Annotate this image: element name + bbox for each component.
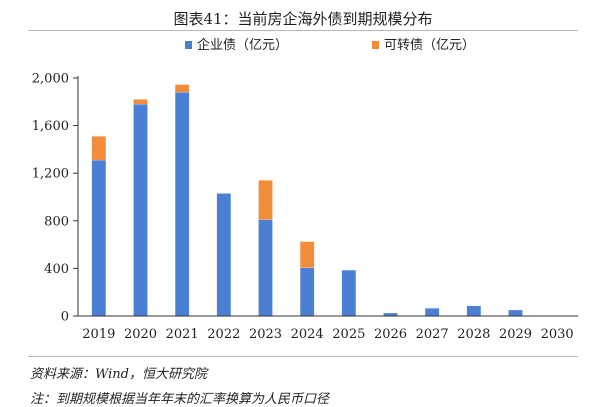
x-axis: 2019 2020 2021 2022 2023 2024 2025 2026 2027 2028… <box>78 315 578 342</box>
x-tick-label: 2021 <box>166 327 199 342</box>
x-tick-label: 2026 <box>374 327 407 342</box>
y-axis: 0 400 800 1,200 1,600 2,000 <box>32 72 79 325</box>
bar-convertible-bond-2024 <box>299 241 315 269</box>
y-tick-label: 400 <box>44 262 69 277</box>
x-tick-label: 2028 <box>457 327 490 342</box>
y-tick-label: 2,000 <box>32 72 69 87</box>
x-tick-label: 2019 <box>82 327 115 342</box>
bar-convertible-bond-2021 <box>174 84 190 93</box>
legend-swatch-2 <box>372 41 379 49</box>
legend-label-2: 可转债（亿元） <box>384 38 475 53</box>
bar-corporate-bond-2029 <box>508 309 523 317</box>
source-divider <box>28 356 578 357</box>
y-tick-label: 800 <box>44 214 69 229</box>
bar-corporate-bond-2021 <box>174 92 190 317</box>
bar-convertible-bond-2020 <box>133 99 148 105</box>
y-tick-label: 1,600 <box>32 119 69 134</box>
x-tick-label: 2025 <box>332 327 365 342</box>
bar-corporate-bond-2028 <box>466 305 482 317</box>
bar-corporate-bond-2025 <box>341 269 357 317</box>
legend-label-1: 企业债（亿元） <box>197 37 288 53</box>
source-text: 资料来源：Wind，恒大研究院 <box>30 367 207 382</box>
bar-corporate-bond-2019 <box>91 159 107 317</box>
bar-chart: 企业债（亿元） 可转债（亿元） 0 400 800 1,200 1,600 2,000 20… <box>32 37 578 342</box>
bar-corporate-bond-2027 <box>424 308 440 317</box>
legend-swatch-1 <box>185 41 192 49</box>
bar-corporate-bond-2023 <box>258 219 273 317</box>
x-tick-label: 2023 <box>249 327 282 342</box>
note-text: 注：到期规模根据当年年末的汇率换算为人民币口径 <box>30 392 330 407</box>
bar-corporate-bond-2022 <box>216 193 232 317</box>
bar-corporate-bond-2024 <box>299 267 315 317</box>
chart-title: 图表41：当前房企海外债到期规模分布 <box>173 10 433 28</box>
legend: 企业债（亿元） 可转债（亿元） <box>185 37 475 53</box>
x-tick-label: 2030 <box>541 327 574 342</box>
x-tick-label: 2022 <box>207 327 240 342</box>
y-tick-label: 0 <box>61 310 69 325</box>
x-tick-label: 2020 <box>124 327 157 342</box>
bar-convertible-bond-2019 <box>91 136 107 161</box>
x-tick-label: 2027 <box>416 327 449 342</box>
bars <box>91 84 523 317</box>
bar-convertible-bond-2023 <box>258 180 273 220</box>
y-tick-label: 1,200 <box>32 167 69 182</box>
title-divider <box>28 30 578 31</box>
x-tick-label: 2029 <box>499 327 532 342</box>
bar-corporate-bond-2020 <box>133 103 148 317</box>
x-tick-label: 2024 <box>291 327 324 342</box>
